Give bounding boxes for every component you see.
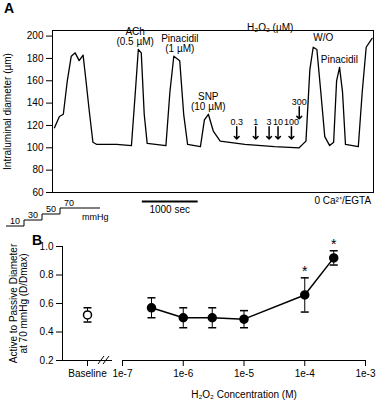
- svg-text:180: 180: [27, 53, 44, 64]
- html-text:B: B: [32, 232, 43, 248]
- svg-text:140: 140: [27, 97, 44, 108]
- svg-text:10: 10: [273, 117, 283, 127]
- svg-text:120: 120: [27, 120, 44, 131]
- svg-text:100: 100: [27, 142, 44, 153]
- svg-text:1: 1: [253, 117, 258, 127]
- svg-text:1e-3: 1e-3: [355, 368, 375, 379]
- svg-text:60: 60: [32, 187, 44, 198]
- svg-text:0 Ca²⁺/EGTA: 0 Ca²⁺/EGTA: [314, 195, 371, 206]
- svg-text:SNP(10 µM): SNP(10 µM): [191, 91, 226, 112]
- svg-text:1e-4: 1e-4: [295, 368, 315, 379]
- svg-text:100: 100: [284, 117, 299, 127]
- svg-text:0.4: 0.4: [40, 326, 54, 337]
- svg-text:160: 160: [27, 75, 44, 86]
- svg-text:Active to Passive Diameterat 7: Active to Passive Diameterat 70 mmHg (D/…: [8, 243, 29, 363]
- svg-text:0.3: 0.3: [230, 117, 243, 127]
- svg-text:Baseline: Baseline: [68, 368, 107, 379]
- svg-text:0.6: 0.6: [40, 298, 54, 309]
- html-text:A: A: [4, 0, 15, 16]
- svg-text:H₂O₂ (µM): H₂O₂ (µM): [247, 22, 293, 33]
- svg-text:*: *: [302, 263, 308, 279]
- svg-text:*: *: [331, 236, 337, 252]
- svg-text:70: 70: [64, 198, 74, 208]
- svg-text:W/O: W/O: [313, 32, 333, 43]
- svg-text:3: 3: [267, 117, 272, 127]
- svg-text:1e-6: 1e-6: [173, 368, 193, 379]
- svg-text:1e-5: 1e-5: [234, 368, 254, 379]
- svg-text:30: 30: [28, 210, 38, 220]
- svg-text:1000 sec: 1000 sec: [149, 204, 190, 215]
- svg-text:200: 200: [27, 30, 44, 41]
- svg-text:300: 300: [292, 97, 307, 107]
- svg-text:50: 50: [46, 204, 56, 214]
- svg-text:1.0: 1.0: [39, 240, 54, 252]
- svg-text:Intraluminal diameter (µm): Intraluminal diameter (µm): [2, 53, 13, 170]
- svg-text:Pinacidil: Pinacidil: [321, 54, 358, 65]
- svg-text:mmHg: mmHg: [82, 212, 109, 222]
- svg-text:10: 10: [10, 216, 20, 226]
- svg-text:80: 80: [32, 164, 44, 175]
- svg-text:Pinacidil(1 µM): Pinacidil(1 µM): [161, 33, 198, 54]
- svg-text:H₂O₂ Concentration (M): H₂O₂ Concentration (M): [191, 389, 297, 400]
- svg-text:ACh(0.5 µM): ACh(0.5 µM): [116, 26, 153, 47]
- svg-text:0.8: 0.8: [40, 269, 54, 280]
- svg-text:0.2: 0.2: [40, 355, 54, 366]
- svg-text:1e-7: 1e-7: [112, 368, 132, 379]
